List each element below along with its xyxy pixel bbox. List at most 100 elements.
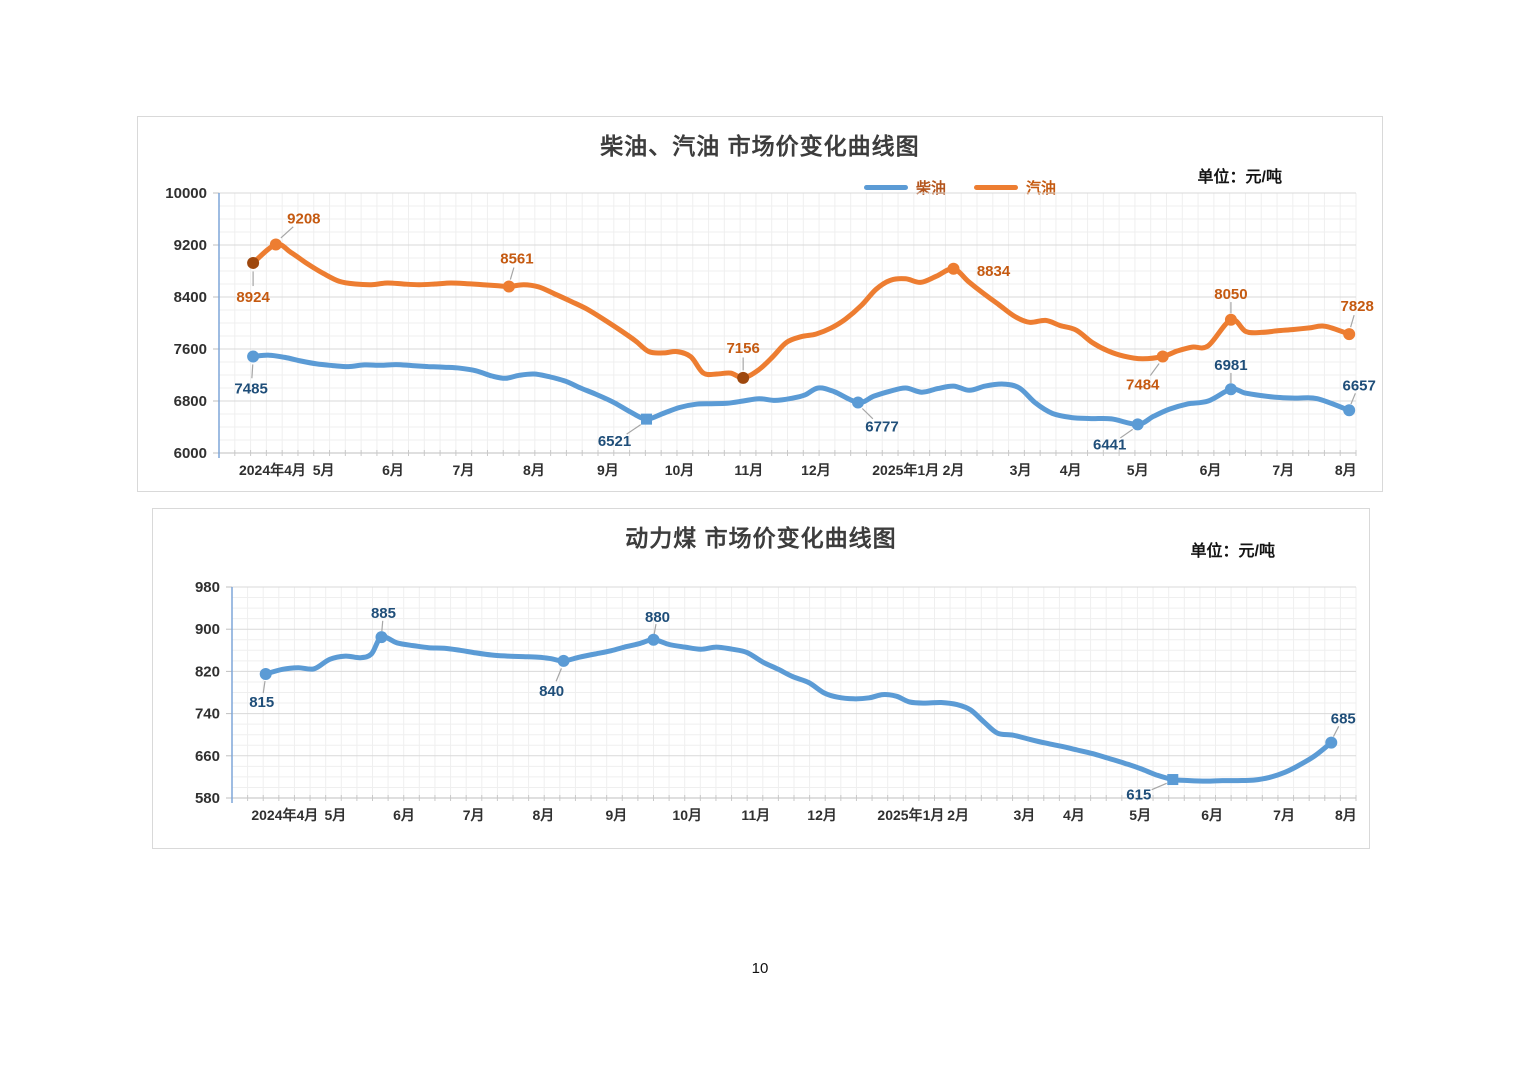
page-number: 10 <box>751 960 769 977</box>
x-axis-tick-label: 2024年4月 <box>251 807 318 823</box>
data-point-marker <box>1131 418 1144 431</box>
data-point-marker <box>259 668 272 681</box>
y-axis-tick-label: 9200 <box>174 237 207 254</box>
data-point-marker <box>1343 328 1356 341</box>
y-axis-tick-label: 980 <box>195 579 220 596</box>
data-point-label: 8834 <box>977 263 1011 280</box>
data-point-label: 885 <box>371 605 396 622</box>
x-axis-tick-label: 9月 <box>597 462 619 478</box>
data-point-marker <box>247 256 260 269</box>
label-leader-line <box>1119 428 1133 439</box>
x-axis-tick-label: 3月 <box>1010 462 1032 478</box>
data-point-label: 880 <box>645 609 670 626</box>
label-leader-line <box>381 620 384 632</box>
label-leader-line <box>1151 782 1167 791</box>
legend-swatch <box>974 185 1019 190</box>
x-axis-tick-label: 8月 <box>1335 462 1357 478</box>
x-axis-tick-label: 11月 <box>734 462 763 478</box>
x-axis-tick-label: 6月 <box>1201 807 1223 823</box>
label-leader-line <box>1332 726 1340 737</box>
x-axis-tick-label: 4月 <box>1063 807 1085 823</box>
data-point-marker <box>375 631 388 644</box>
data-point-marker <box>737 371 750 384</box>
x-axis-tick-label: 8月 <box>1335 807 1357 823</box>
x-axis-tick-label: 8月 <box>532 807 554 823</box>
data-point-label: 8050 <box>1214 286 1247 303</box>
x-axis-tick-label: 2025年1月 <box>877 807 944 823</box>
x-axis-tick-label: 12月 <box>807 807 837 823</box>
x-axis-tick-label: 9月 <box>606 807 628 823</box>
label-leader-line <box>251 364 254 379</box>
label-leader-line <box>555 668 562 682</box>
label-leader-line <box>1149 363 1160 376</box>
x-axis-tick-label: 11月 <box>741 807 770 823</box>
data-point-marker <box>851 396 864 409</box>
data-point-marker <box>557 654 570 667</box>
label-leader-line <box>1350 393 1356 405</box>
x-axis-tick-label: 5月 <box>325 807 347 823</box>
y-axis-tick-label: 660 <box>195 748 220 765</box>
grid <box>213 192 1357 456</box>
label-leader-line <box>861 408 874 420</box>
x-axis-tick-label: 5月 <box>1127 462 1149 478</box>
data-point-label: 7156 <box>726 340 759 357</box>
fuel-chart-unit-label: 单位：元/吨 <box>1197 169 1282 186</box>
fuel-chart-title: 柴油、汽油 市场价变化曲线图 <box>600 133 920 159</box>
data-point-label: 9208 <box>287 210 320 227</box>
series-line-1 <box>250 241 1352 381</box>
x-axis-tick-label: 2024年4月 <box>239 462 306 478</box>
x-axis-tick-label: 7月 <box>453 462 475 478</box>
coal-price-chart-card: 动力煤 市场价变化曲线图 单位：元/吨 580 660 740 820 900 980 20… <box>152 508 1370 849</box>
data-point-marker <box>1224 313 1237 326</box>
x-axis-tick-label: 7月 <box>1272 462 1294 478</box>
y-axis-tick-label: 740 <box>195 706 220 723</box>
y-axis-tick-label: 820 <box>195 663 220 680</box>
x-axis-tick-label: 2月 <box>947 807 969 823</box>
x-axis-tick-label: 10月 <box>665 462 695 478</box>
data-point-label: 615 <box>1126 787 1151 804</box>
x-axis-tick-label: 2025年1月 <box>872 462 939 478</box>
y-axis-tick-label: 900 <box>195 621 220 638</box>
data-point-label: 6657 <box>1342 377 1375 394</box>
label-leader-line <box>1350 314 1355 328</box>
label-leader-line <box>626 424 642 435</box>
x-axis-tick-label: 2月 <box>943 462 965 478</box>
series-line-0 <box>263 634 1334 784</box>
data-point-label: 7485 <box>234 380 267 397</box>
data-point-label: 8924 <box>236 289 270 306</box>
data-point-label: 840 <box>539 683 564 700</box>
legend-swatch <box>864 185 908 190</box>
data-point-label: 6981 <box>1214 357 1247 374</box>
x-axis-tick-label: 7月 <box>1273 807 1295 823</box>
x-axis-tick-label: 6月 <box>1200 462 1222 478</box>
y-axis-tick-label: 10000 <box>165 185 207 202</box>
data-point-marker <box>247 350 260 363</box>
x-axis-tick-label: 5月 <box>313 462 335 478</box>
data-point-label: 6777 <box>865 418 898 435</box>
data-point-marker <box>1343 404 1356 417</box>
x-axis-tick-label: 6月 <box>393 807 415 823</box>
data-point-label: 6441 <box>1093 436 1126 453</box>
data-point-marker <box>947 262 960 275</box>
y-axis-tick-label: 580 <box>195 790 220 807</box>
data-point-marker <box>647 633 660 646</box>
data-point-marker <box>1167 774 1179 786</box>
label-leader-line <box>262 680 266 694</box>
data-point-marker <box>1224 383 1237 396</box>
x-axis-tick-label: 8月 <box>523 462 545 478</box>
data-point-marker <box>1156 350 1169 363</box>
label-leader-line <box>509 267 515 280</box>
y-axis-tick-label: 8400 <box>174 289 207 306</box>
data-point-marker <box>641 413 653 425</box>
data-point-label: 7484 <box>1126 377 1160 394</box>
data-point-label: 7828 <box>1340 298 1373 315</box>
fuel-price-chart-canvas: 6000 6800 7600 8400 9200 10000 2024年4月 5月 6月 7月 8月… <box>165 185 1376 478</box>
label-leader-line <box>653 624 657 635</box>
y-axis-tick-label: 7600 <box>174 341 207 358</box>
x-axis-tick-label: 3月 <box>1014 807 1036 823</box>
data-point-label: 6521 <box>598 433 631 450</box>
coal-chart-title: 动力煤 市场价变化曲线图 <box>625 525 897 551</box>
data-point-label: 685 <box>1331 711 1356 728</box>
x-axis-tick-label: 12月 <box>801 462 831 478</box>
data-point-label: 8561 <box>500 251 533 268</box>
